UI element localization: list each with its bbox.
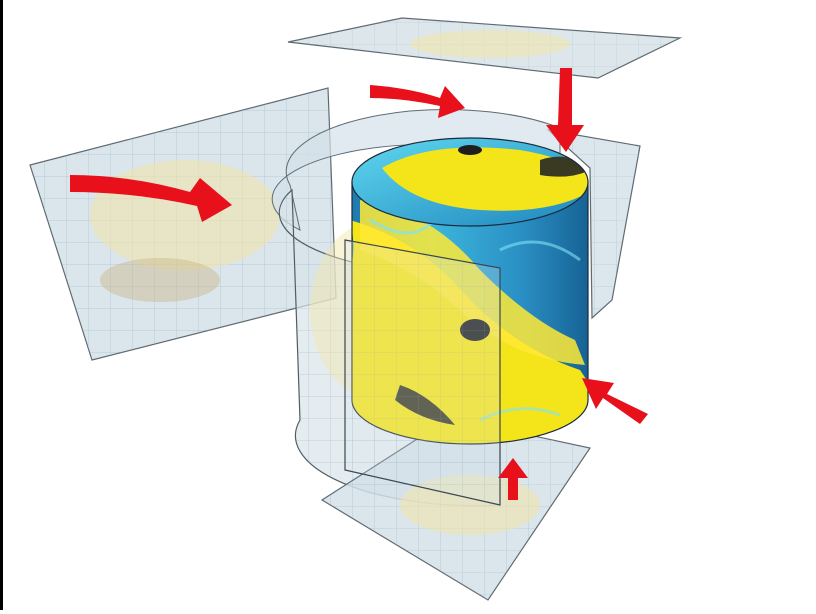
arrow-top-curve-icon	[370, 85, 465, 118]
arrow-left-icon	[70, 175, 232, 222]
top-plane	[287, 17, 683, 79]
arrow-bottom-up-icon	[498, 458, 528, 500]
front-flap	[344, 239, 501, 506]
arrow-right-icon	[582, 378, 648, 424]
arrows	[70, 68, 648, 500]
frame-edge	[0, 0, 3, 610]
right-plane	[546, 129, 641, 320]
arrow-top-down-icon	[546, 68, 584, 152]
